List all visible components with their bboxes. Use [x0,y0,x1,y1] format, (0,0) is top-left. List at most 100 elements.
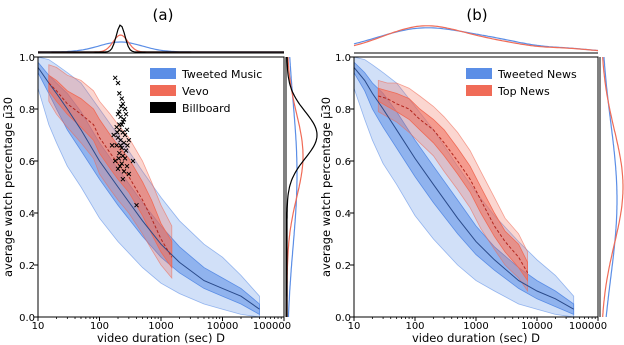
panel-a-y-label: average watch percentage μ̄30 [1,97,15,277]
median-line-tweeted-music [37,67,260,310]
band-outer-top-news [377,79,528,293]
panel-a-top-marginal-vevo [38,34,284,53]
panel-b-y-label: average watch percentage μ̄30 [319,97,333,277]
panel-b-y-tick: 0.2 [335,261,351,272]
billboard-point [116,109,122,114]
panel-b-x-tick: 10000 [521,321,553,332]
panel-a-billboard-points [109,75,139,208]
panel-a-x-tick: 100000 [253,321,291,332]
panel-a-y-tick: 0.2 [19,261,35,272]
panel-a-y-tick: 0.8 [19,105,35,116]
panel-b-lines [353,67,574,310]
panel-a-x-axis: 10 100 1000 10000 100000 [32,321,291,332]
legend-label-billboard: Billboard [182,102,230,115]
median-line-vevo [48,82,173,258]
billboard-point [123,148,129,153]
panel-a-right-marginal [285,56,318,317]
billboard-point [111,132,117,138]
panel-a-y-tick: 0.0 [19,313,35,324]
panel-b: (b) 10 100 1000 10000 100000 0.0 0.2 0.4 [319,6,624,345]
billboard-point [121,169,127,174]
billboard-point [120,119,126,125]
median-line-tweeted-news [353,67,574,310]
legend-swatch-billboard [150,102,176,113]
legend-label-vevo: Vevo [182,85,209,98]
panel-a-y-tick: 0.6 [19,157,35,168]
legend-label-tweeted-music: Tweeted Music [181,68,262,81]
billboard-point [118,143,123,148]
billboard-point [116,91,122,96]
panel-b-x-axis: 10 100 1000 10000 100000 [348,321,607,332]
billboard-point [121,140,127,146]
billboard-point [116,122,122,127]
median-line-top-news [378,95,529,274]
billboard-point [120,101,126,107]
billboard-point [118,104,124,109]
panel-b-right-marginal-top-news [602,56,624,318]
legend-swatch-tweeted-news [466,68,492,79]
billboard-point [134,202,139,208]
billboard-point [126,137,132,143]
panel-a-lines [37,67,260,310]
billboard-point [121,117,127,122]
panel-a-y-tick: 1.0 [19,53,35,64]
billboard-point [118,137,123,143]
panel-b-y-tick: 0.6 [335,157,351,168]
panel-a-legend: Tweeted Music Vevo Billboard [150,68,262,115]
panel-b-right-marginal-tweeted-news [603,56,618,318]
panel-a-y-axis: 0.0 0.2 0.4 0.6 0.8 1.0 [19,53,35,324]
panel-b-legend: Tweeted News Top News [466,68,577,98]
legend-label-tweeted-news: Tweeted News [497,68,577,81]
panel-b-y-axis: 0.0 0.2 0.4 0.6 0.8 1.0 [335,53,351,324]
panel-b-y-tick: 0.0 [335,313,351,324]
panel-b-x-tick: 1000 [463,321,488,332]
billboard-point [117,163,123,169]
panel-a: (a) 10 100 1000 10000 10000 [1,6,318,345]
billboard-point [112,75,118,81]
billboard-point [112,158,118,164]
panel-a-y-tick: 0.4 [19,209,35,220]
legend-label-top-news: Top News [497,85,550,98]
panel-a-x-tick: 10 [32,321,45,332]
billboard-point [119,145,125,151]
panel-a-tick-marks [34,56,285,321]
panel-b-top-marginal-top-news [353,25,599,52]
panel-b-label: (b) [466,6,487,24]
panel-b-tick-marks [350,56,599,321]
panel-a-bands [37,56,260,318]
panel-b-y-tick: 0.8 [335,105,351,116]
panel-b-x-tick: 100000 [569,321,607,332]
legend-swatch-vevo [150,85,176,96]
billboard-point [125,143,130,148]
panel-a-top-marginal-billboard [38,24,284,53]
panel-a-top-marginal-tweeted-music [38,41,284,53]
panel-a-x-label: video duration (sec) D [97,331,225,345]
billboard-point [120,176,126,182]
legend-swatch-top-news [466,85,492,96]
panel-b-bands [353,56,575,318]
legend-swatch-tweeted-music [150,68,176,79]
billboard-point [116,156,122,161]
billboard-point [118,114,123,120]
panel-a-right-marginal-billboard [286,56,318,317]
billboard-point [119,96,125,101]
panel-b-x-tick: 100 [405,321,424,332]
panel-b-plot-area [353,56,599,318]
billboard-point [123,111,129,117]
billboard-point [114,143,119,148]
panel-b-y-tick: 0.4 [335,209,351,220]
panel-b-x-tick: 10 [348,321,361,332]
band-inner-vevo [48,74,173,269]
panel-a-x-tick: 1000 [148,321,173,332]
billboard-point [114,130,120,135]
billboard-point [122,132,128,138]
panel-b-top-marginal-tweeted-news [353,27,599,52]
panel-b-top-marginal [353,25,599,54]
billboard-point [109,143,115,148]
panel-a-label: (a) [153,6,174,24]
billboard-point [126,171,132,177]
billboard-point [124,163,130,169]
panel-a-plot-area [37,56,285,318]
billboard-point [122,156,128,161]
